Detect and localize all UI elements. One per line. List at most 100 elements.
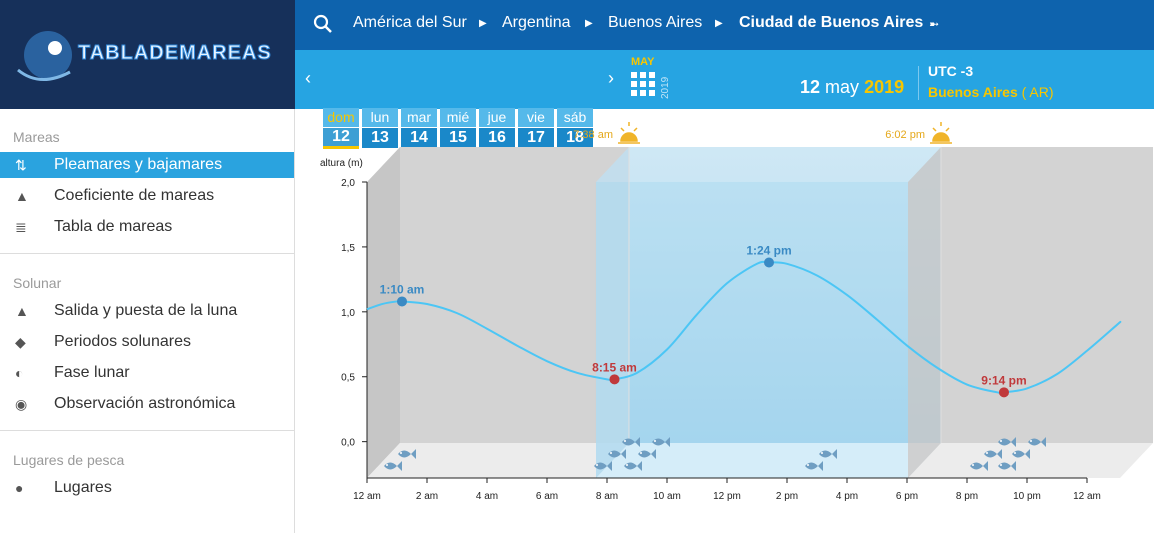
menu-item[interactable]: ⇅ Pleamares y bajamares: [0, 152, 294, 178]
day[interactable]: jue 16: [479, 108, 515, 148]
menu-icon: ▲: [15, 188, 29, 204]
logo-wave: [17, 68, 71, 81]
day[interactable]: dom 12: [323, 108, 359, 149]
date-bar: ‹ dom 12 lun 13 mar 14 mié 15 jue 16 vie 17 sáb 18 › …: [295, 50, 1154, 149]
daylight-back: [628, 147, 941, 443]
x-tick-label: 8 pm: [956, 491, 978, 502]
top-bar: América del Sur ▶ Argentina ▶ Buenos Air…: [295, 0, 1154, 50]
side-wall: [367, 147, 400, 478]
prev-arrow[interactable]: ‹: [305, 68, 311, 88]
x-tick-label: 2 pm: [776, 491, 798, 502]
x-tick-label: 6 am: [536, 491, 558, 502]
calendar-icon[interactable]: 2019: [631, 71, 673, 101]
utc-label: UTC: [928, 63, 957, 79]
day-name: dom: [323, 108, 359, 127]
share-arrow[interactable]: ➼: [929, 17, 940, 31]
breadcrumb[interactable]: América del Sur: [353, 14, 467, 31]
breadcrumb[interactable]: Buenos Aires: [608, 14, 703, 31]
menu-item[interactable]: ▲ Coeficiente de mareas: [0, 183, 294, 209]
menu-item[interactable]: ◆ Periodos solunares: [0, 329, 294, 355]
current-date: 12 may 2019: [800, 77, 904, 98]
x-tick-label: 10 am: [653, 491, 681, 502]
x-tick-label: 12 am: [353, 491, 381, 502]
day-number: 14: [401, 128, 437, 148]
sunrise-icon: [617, 122, 640, 144]
day-name: vie: [518, 108, 554, 127]
day-name: mié: [440, 108, 476, 127]
calendar-year: 2019: [660, 76, 671, 99]
section-title: Solunar: [13, 275, 62, 291]
menu-label: Observación astronómica: [54, 395, 236, 412]
logo-eye: [48, 41, 62, 55]
chart: 7:38 am 6:02 pm altura (m) 0,0 0,5 1,0 1,5 2,0 1…: [320, 122, 1153, 502]
menu-label: Pleamares y bajamares: [54, 156, 223, 173]
menu-icon: ≣: [15, 219, 27, 235]
utc: UTC -3: [928, 63, 973, 79]
x-tick-label: 6 pm: [896, 491, 918, 502]
breadcrumb-sep: ▶: [715, 18, 723, 29]
tide-time-label: 8:15 am: [592, 360, 637, 374]
sidebar: Mareas ⇅ Pleamares y bajamares ▲ Coeficiente…: [0, 109, 295, 533]
y-tick-label: 1,5: [341, 243, 355, 254]
daylight-front: [595, 182, 908, 478]
menu-item[interactable]: ◉ Observación astronómica: [0, 391, 294, 417]
menu-label: Lugares: [54, 479, 112, 496]
menu-item[interactable]: ≣ Tabla de mareas: [0, 214, 294, 240]
date-month: may: [825, 77, 860, 97]
date-year: 2019: [864, 77, 905, 97]
menu-icon: ⇅: [15, 157, 27, 173]
daylight-floor: [595, 443, 941, 478]
x-tick-label: 10 pm: [1013, 491, 1041, 502]
y-tick-label: 0,5: [341, 373, 355, 384]
day[interactable]: lun 13: [362, 108, 398, 148]
tide-time-label: 1:10 am: [380, 282, 425, 296]
tide-extreme: [998, 387, 1009, 398]
day-name: jue: [479, 108, 515, 127]
x-tick-label: 4 am: [476, 491, 498, 502]
daylight-side: [595, 147, 629, 478]
menu-icon: ◆: [15, 334, 26, 350]
day-name: mar: [401, 108, 437, 127]
section-title: Mareas: [13, 129, 60, 145]
menu-icon: ◐: [15, 365, 24, 381]
breadcrumb[interactable]: Argentina: [502, 14, 571, 31]
day-number: 13: [362, 128, 398, 148]
day[interactable]: vie 17: [518, 108, 554, 148]
y-tick-label: 2,0: [341, 178, 355, 189]
day[interactable]: sáb 18: [557, 108, 593, 148]
divider: [918, 66, 919, 100]
day-number: 12: [323, 128, 359, 149]
menu-label: Fase lunar: [54, 364, 130, 381]
day[interactable]: mar 14: [401, 108, 437, 148]
y-tick-label: 0,0: [341, 438, 355, 449]
x-tick-label: 2 am: [416, 491, 438, 502]
utc-offset: -3: [960, 63, 974, 79]
tide-extreme: [397, 296, 408, 307]
breadcrumb-sep: ▶: [479, 18, 487, 29]
next-arrow[interactable]: ›: [608, 68, 614, 88]
menu-item[interactable]: ● Lugares: [0, 475, 294, 501]
calendar-month: MAY: [631, 56, 655, 68]
logo-area[interactable]: TABLADEMAREAS: [0, 0, 295, 109]
night-side: [907, 147, 941, 478]
sunset-icon: [929, 122, 952, 144]
y-axis-title: altura (m): [320, 158, 363, 169]
day-number: 18: [557, 128, 593, 148]
menu-label: Tabla de mareas: [54, 218, 173, 235]
tide-time-label: 9:14 pm: [981, 373, 1026, 387]
search-icon[interactable]: [313, 14, 333, 34]
sunset-label: 6:02 pm: [885, 129, 925, 141]
day[interactable]: mié 15: [440, 108, 476, 148]
x-tick-label: 4 pm: [836, 491, 858, 502]
menu-icon: ▲: [15, 303, 29, 319]
menu-icon: ●: [15, 480, 24, 496]
place: Buenos Aires ( AR): [928, 84, 1054, 100]
menu-icon: ◉: [15, 396, 28, 412]
menu-item[interactable]: ▲ Salida y puesta de la luna: [0, 298, 294, 324]
menu-item[interactable]: ◐ Fase lunar: [0, 360, 294, 386]
section-title: Lugares de pesca: [13, 452, 125, 468]
breadcrumb-current: Ciudad de Buenos Aires: [739, 14, 924, 31]
x-tick-label: 12 pm: [713, 491, 741, 502]
menu-label: Coeficiente de mareas: [54, 187, 215, 204]
